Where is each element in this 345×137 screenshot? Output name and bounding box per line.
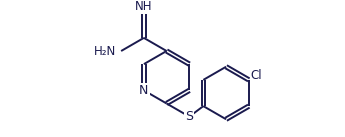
Text: S: S [185,110,193,123]
Text: N: N [139,84,149,97]
Text: Cl: Cl [251,69,263,82]
Text: NH: NH [135,0,152,13]
Text: H₂N: H₂N [93,45,116,58]
